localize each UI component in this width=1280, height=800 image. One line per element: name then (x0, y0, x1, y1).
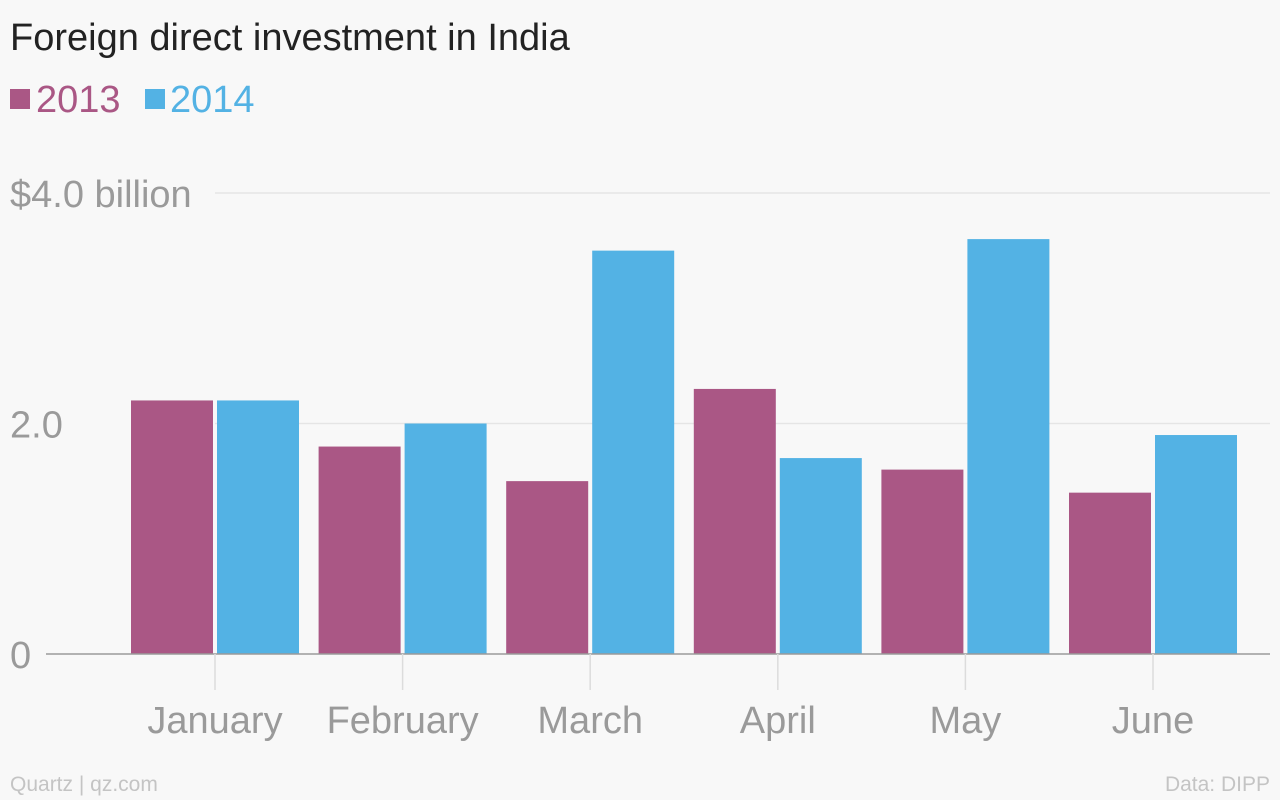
x-tick-label: June (1112, 700, 1194, 742)
source-credit: Quartz | qz.com (10, 773, 158, 796)
bar-2014-january (217, 400, 299, 654)
bar-2014-april (779, 458, 862, 654)
bar-2013-june (1069, 492, 1151, 654)
bar-2013-may (881, 469, 964, 654)
bar-2014-may (967, 239, 1050, 654)
bar-2013-january (131, 400, 213, 654)
bar-2014-june (1155, 435, 1237, 654)
bars (131, 239, 1237, 654)
y-axis-labels: 0 2.0 $4.0 billion (10, 174, 192, 677)
data-source: Data: DIPP (1165, 773, 1270, 796)
bar-2013-april (693, 388, 776, 654)
x-axis-labels: January February March April May June (147, 700, 1194, 742)
legend-label-2013: 2013 (36, 79, 121, 121)
bar-2014-march (592, 250, 675, 654)
bar-2014-february (404, 423, 487, 654)
x-tick-label: January (147, 700, 282, 742)
bar-2013-february (318, 446, 401, 654)
chart-title: Foreign direct investment in India (10, 17, 571, 59)
legend-swatch-2013 (10, 89, 30, 109)
x-tick-label: May (930, 700, 1002, 742)
y-tick-label: $4.0 billion (10, 174, 192, 216)
x-tick-label: February (327, 700, 479, 742)
y-tick-label: 2.0 (10, 405, 63, 447)
x-tick-label: March (537, 700, 643, 742)
bar-2013-march (506, 481, 589, 654)
legend-swatch-2014 (145, 89, 165, 109)
y-tick-label: 0 (10, 635, 31, 677)
legend-label-2014: 2014 (170, 79, 255, 121)
x-tick-label: April (740, 700, 816, 742)
x-axis-ticks (214, 654, 1154, 690)
legend: 2013 2014 (10, 79, 255, 121)
